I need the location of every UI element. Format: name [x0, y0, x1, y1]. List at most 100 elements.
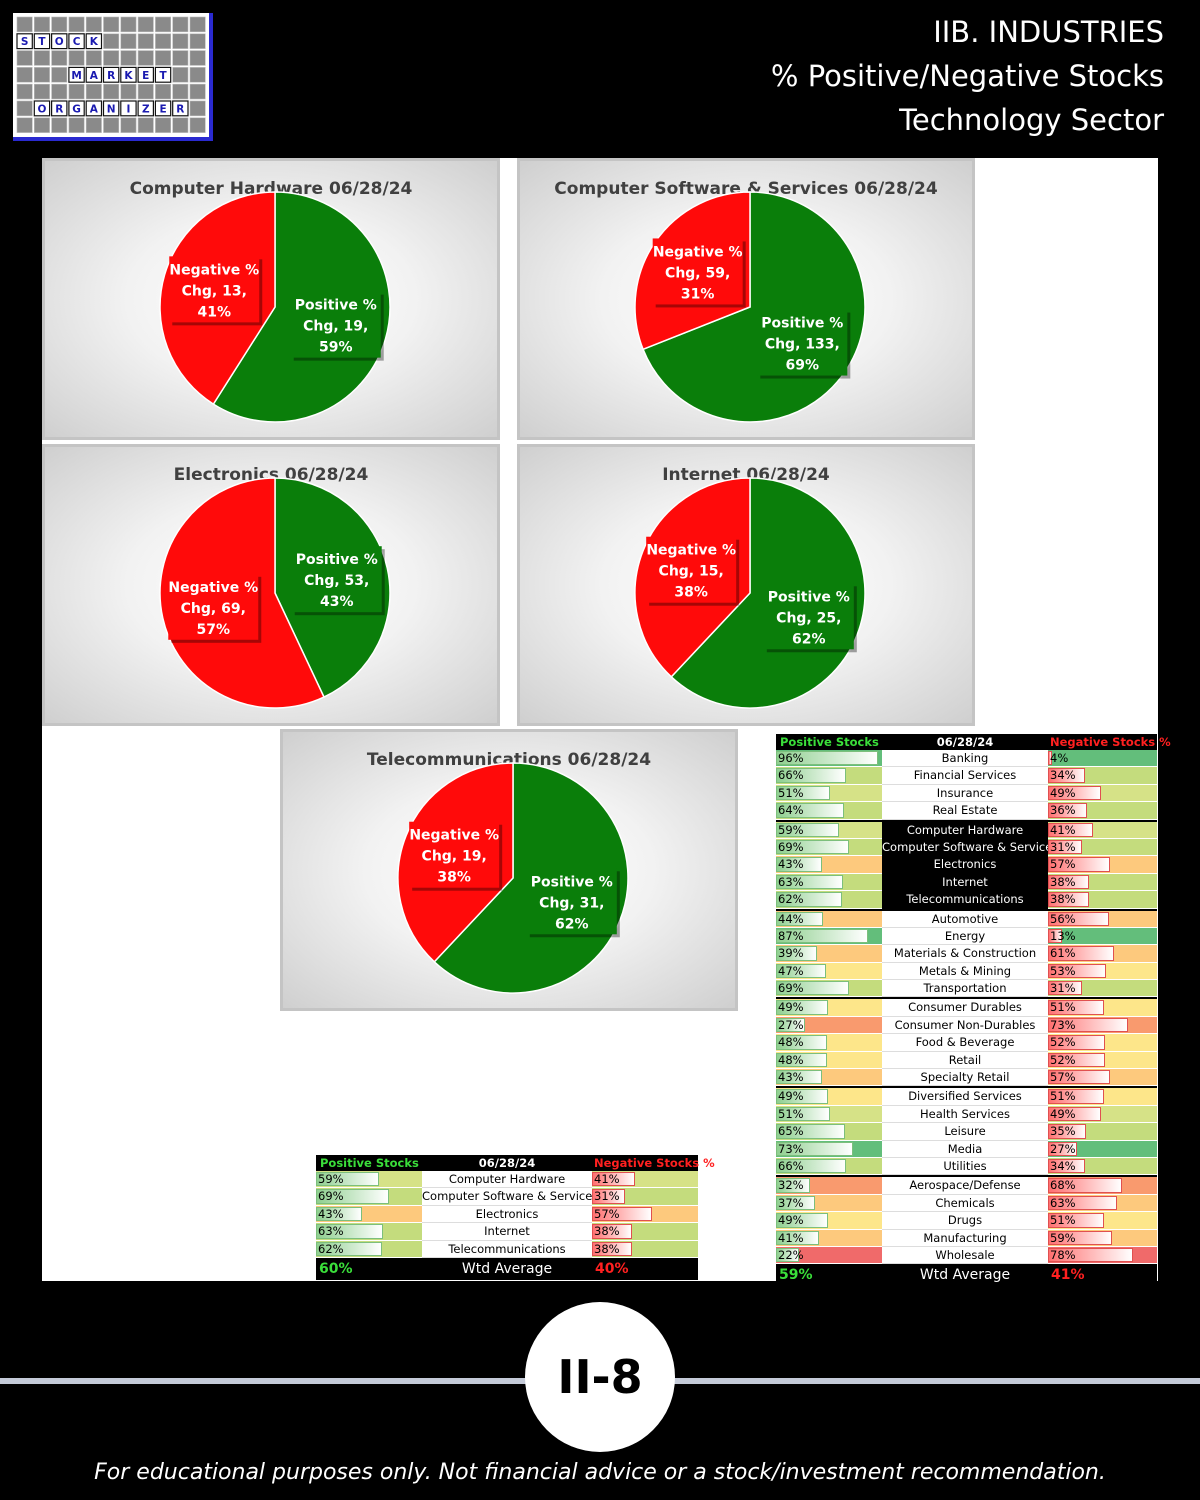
logo-letter-cell — [137, 100, 154, 117]
footer-positive: 59% — [779, 1267, 813, 1284]
page-header: IIB. INDUSTRIES % Positive/Negative Stoc… — [771, 10, 1164, 142]
logo-letter-cell — [120, 100, 137, 117]
value-positive: 63% — [318, 1224, 344, 1239]
cell-negative: 57% — [1048, 1069, 1157, 1087]
logo-letter: A — [90, 70, 99, 82]
cell-negative: 34% — [1048, 1157, 1157, 1176]
table-row: 48% Food & Beverage 52% — [776, 1034, 1157, 1052]
cell-positive: 65% — [776, 1123, 882, 1141]
value-negative: 27% — [1050, 1141, 1076, 1156]
bar-positive — [316, 1241, 382, 1256]
value-negative: 31% — [1050, 839, 1076, 854]
table-footer: 60% Wtd Average 40% — [316, 1258, 698, 1280]
value-negative: 52% — [1050, 1035, 1076, 1050]
cell-negative: 49% — [1048, 1105, 1157, 1124]
value-negative: 73% — [1050, 1017, 1076, 1032]
value-positive: 49% — [778, 1089, 804, 1104]
value-negative: 49% — [1050, 1106, 1076, 1121]
chart-title: Computer Software & Services 06/28/24 — [554, 179, 938, 199]
bar-positive — [776, 1070, 822, 1085]
bar-positive — [776, 1178, 810, 1193]
cell-positive: 41% — [776, 1229, 882, 1247]
cell-industry: Banking — [882, 750, 1048, 768]
slice-label-positive: Chg, 53, — [304, 573, 369, 589]
value-positive: 62% — [778, 892, 804, 907]
table-row: 43% Specialty Retail 57% — [776, 1069, 1157, 1087]
logo-letter: E — [142, 70, 149, 82]
bar-negative — [1048, 1247, 1134, 1263]
cell-positive: 63% — [776, 873, 882, 892]
table-row: 51% Health Services 49% — [776, 1105, 1157, 1124]
bar-positive — [776, 768, 846, 783]
cell-negative: 51% — [1048, 999, 1157, 1017]
cell-negative: 51% — [1048, 1088, 1157, 1106]
bar-negative — [592, 1224, 633, 1239]
cell-industry: Consumer Durables — [882, 999, 1048, 1017]
table-row: 51% Insurance 49% — [776, 784, 1157, 803]
value-positive: 66% — [778, 768, 804, 783]
cell-positive: 87% — [776, 927, 882, 946]
value-negative: 61% — [1050, 946, 1076, 961]
footer-label: Wtd Average — [919, 1267, 1011, 1284]
value-positive: 43% — [778, 1070, 804, 1085]
logo-letter-cell — [137, 66, 154, 83]
cell-positive: 59% — [776, 821, 882, 839]
table-row: 47% Metals & Mining 53% — [776, 962, 1157, 981]
table-row: 69% Computer Software & Services 31% — [316, 1188, 698, 1206]
value-positive: 96% — [778, 751, 804, 765]
table-row: 66% Financial Services 34% — [776, 767, 1157, 785]
logo-letter: R — [176, 103, 184, 115]
cell-industry: Electronics — [882, 856, 1048, 874]
cell-industry: Computer Hardware — [882, 821, 1048, 839]
bar-negative — [1048, 963, 1106, 979]
bar-positive — [776, 946, 818, 961]
cell-negative: 61% — [1048, 945, 1157, 963]
pie-chart-telecommunications: Telecommunications 06/28/24 Positive % Chg… — [280, 729, 738, 1011]
bar-negative — [592, 1172, 636, 1187]
logo-letter-cell — [102, 66, 120, 83]
logo-letter-cell — [172, 100, 189, 117]
cell-positive: 49% — [776, 1088, 882, 1106]
value-negative: 56% — [1050, 911, 1076, 926]
table-row: 32% Aerospace/Defense 68% — [776, 1175, 1157, 1195]
table-row: 44% Automotive 56% — [776, 908, 1157, 928]
bar-negative — [1048, 839, 1082, 855]
cell-negative: 35% — [1048, 1123, 1157, 1141]
cell-negative: 31% — [1048, 838, 1157, 857]
cell-industry: Leisure — [882, 1123, 1048, 1141]
table-header: Positive Stocks % 06/28/24 Negative Stocks… — [316, 1155, 715, 1186]
cell-industry: Chemicals — [882, 1194, 1048, 1213]
cell-industry: Energy — [882, 927, 1048, 946]
table-row: 63% Internet 38% — [776, 873, 1157, 892]
logo-filler-cell — [103, 83, 120, 100]
cell-positive: 43% — [776, 856, 882, 874]
cell-industry: Diversified Services — [882, 1088, 1048, 1106]
cell-positive: 69% — [776, 838, 882, 857]
logo-filler-cell — [137, 16, 154, 33]
slice-label-negative: Chg, 69, — [181, 601, 246, 617]
logo-filler-cell — [137, 33, 154, 49]
logo-letter: Z — [142, 103, 150, 115]
value-negative: 51% — [1050, 1213, 1076, 1228]
cell-negative: 63% — [1048, 1194, 1157, 1213]
bar-positive — [776, 1124, 845, 1139]
table-row: 96% Banking 4% — [776, 750, 1157, 768]
logo-letter-cell — [50, 33, 68, 50]
chart-title: Computer Hardware 06/28/24 — [130, 179, 413, 199]
cell-industry: Computer Software & Services — [422, 1188, 592, 1206]
bar-negative — [1048, 1230, 1113, 1245]
logo-letter: R — [107, 70, 115, 82]
logo-filler-cell — [51, 67, 68, 83]
logo-letter-cell — [154, 66, 172, 83]
industries-table: Positive Stocks % 06/28/24 Negative Stocks… — [776, 734, 1171, 1287]
value-positive: 69% — [778, 981, 804, 996]
value-positive: 87% — [778, 928, 804, 943]
cell-negative: 38% — [592, 1223, 698, 1241]
logo-filler-cell — [155, 83, 171, 100]
cell-negative: 52% — [1048, 1034, 1157, 1052]
slice-label-positive: Chg, 19, — [303, 319, 368, 335]
cell-positive: 32% — [776, 1177, 882, 1195]
value-negative: 57% — [594, 1206, 620, 1221]
logo-filler-cell — [51, 117, 68, 133]
cell-positive: 96% — [776, 750, 882, 768]
